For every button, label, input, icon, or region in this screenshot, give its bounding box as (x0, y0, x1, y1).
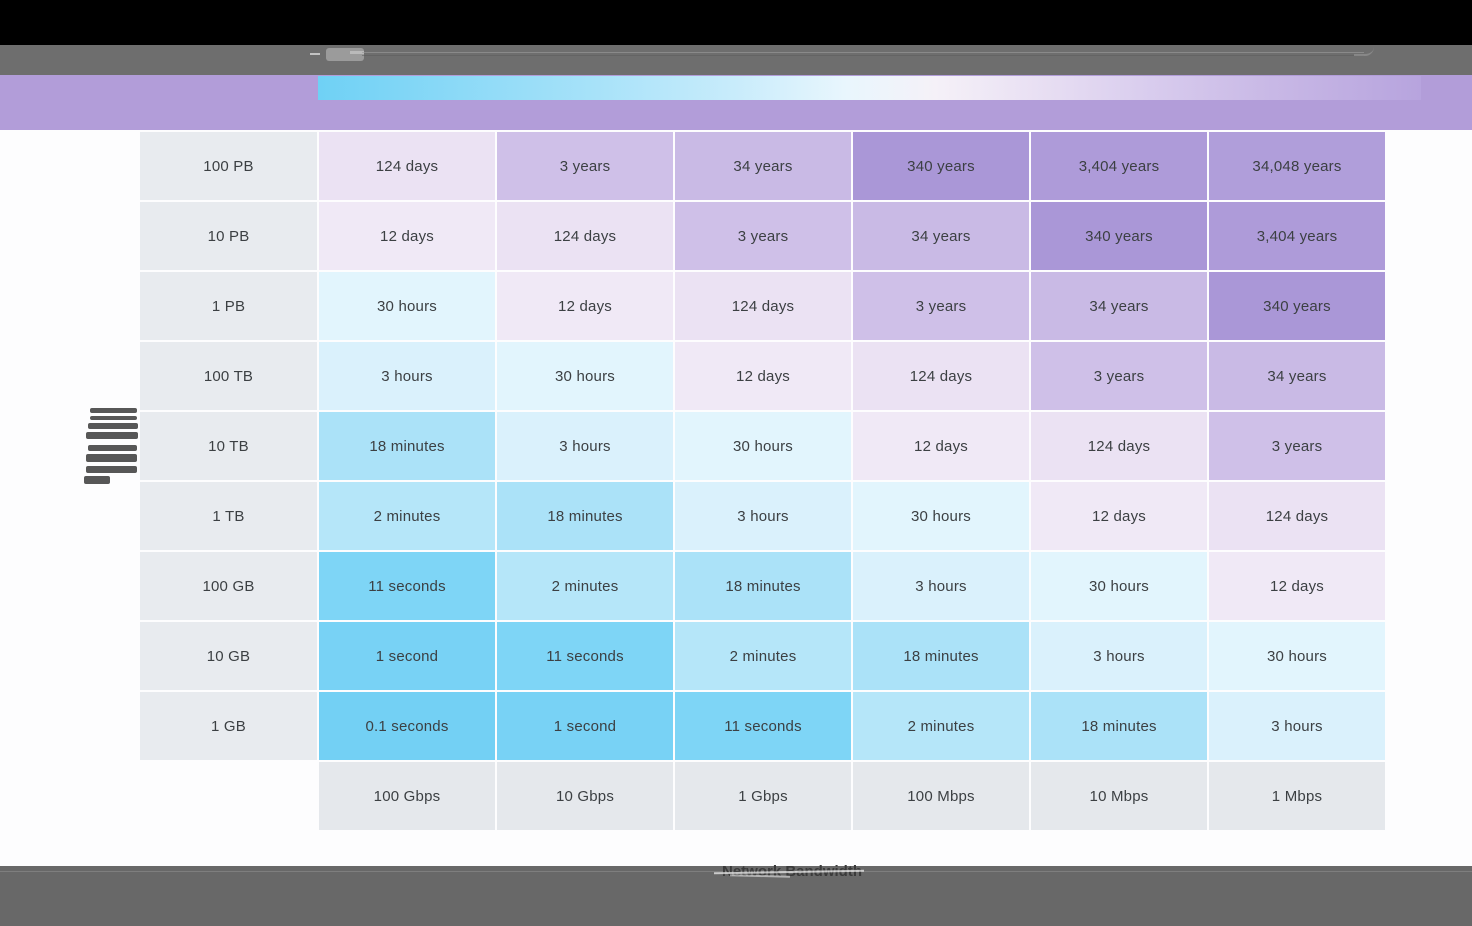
heatmap-cell: 18 minutes (675, 552, 851, 620)
heatmap-cell: 0.1 seconds (319, 692, 495, 760)
heatmap-cell: 12 days (853, 412, 1029, 480)
heatmap-cell: 2 minutes (497, 552, 673, 620)
heatmap-cell: 11 seconds (497, 622, 673, 690)
heatmap-cell: 34,048 years (1209, 132, 1385, 200)
heatmap-cell: 124 days (1031, 412, 1207, 480)
heatmap-cell: 18 minutes (853, 622, 1029, 690)
row-label-1-pb: 1 PB (140, 272, 317, 340)
header-purple-band (0, 75, 1472, 130)
row-label-10-tb: 10 TB (140, 412, 317, 480)
redacted-mark (84, 476, 110, 484)
heatmap-cell: 1 second (497, 692, 673, 760)
heatmap-cell: 12 days (497, 272, 673, 340)
row-label-1-tb: 1 TB (140, 482, 317, 550)
redacted-mark (326, 48, 364, 61)
column-label-100-mbps: 100 Mbps (853, 762, 1029, 830)
heatmap-cell: 3 hours (497, 412, 673, 480)
heatmap-cell: 30 hours (497, 342, 673, 410)
x-axis-label: Network Bandwidth (706, 862, 878, 882)
heatmap-cell: 34 years (853, 202, 1029, 270)
heatmap-cell: 124 days (1209, 482, 1385, 550)
redacted-y-axis-label (84, 406, 140, 488)
heatmap-cell: 12 days (675, 342, 851, 410)
column-label-10-mbps: 10 Mbps (1031, 762, 1207, 830)
heatmap-cell: 3 years (853, 272, 1029, 340)
heatmap-cell: 30 hours (1209, 622, 1385, 690)
heatmap-cell: 34 years (675, 132, 851, 200)
redacted-mark (350, 51, 364, 54)
heatmap-cell: 3 years (1031, 342, 1207, 410)
heatmap-cell: 340 years (853, 132, 1029, 200)
toolbar-rule-line-shadow (362, 55, 1364, 56)
heatmap-cell: 18 minutes (319, 412, 495, 480)
redacted-mark (310, 53, 320, 55)
redacted-mark (86, 432, 138, 439)
heatmap-cell: 12 days (1031, 482, 1207, 550)
corner-cell (140, 762, 317, 830)
heatmap-cell: 2 minutes (319, 482, 495, 550)
row-label-100-tb: 100 TB (140, 342, 317, 410)
row-label-10-gb: 10 GB (140, 622, 317, 690)
heatmap-cell: 3 hours (319, 342, 495, 410)
toolbar-rule-line (362, 52, 1364, 53)
redacted-mark (86, 466, 137, 473)
heatmap-cell: 30 hours (319, 272, 495, 340)
color-scale-gradient-strip (318, 76, 1421, 100)
row-label-10-pb: 10 PB (140, 202, 317, 270)
heatmap-cell: 3,404 years (1031, 132, 1207, 200)
column-label-1-gbps: 1 Gbps (675, 762, 851, 830)
bottom-bar: Network Bandwidth (0, 863, 1472, 926)
column-label-100-gbps: 100 Gbps (319, 762, 495, 830)
heatmap-cell: 30 hours (853, 482, 1029, 550)
redacted-mark (86, 454, 137, 462)
heatmap-cell: 30 hours (675, 412, 851, 480)
heatmap-cell: 11 seconds (675, 692, 851, 760)
heatmap-cell: 34 years (1031, 272, 1207, 340)
heatmap-cell: 2 minutes (675, 622, 851, 690)
heatmap-cell: 340 years (1031, 202, 1207, 270)
heatmap-cell: 340 years (1209, 272, 1385, 340)
heatmap-grid: 100 PB 124 days 3 years 34 years 340 years 3,… (140, 132, 1385, 830)
redacted-mark (90, 416, 137, 420)
heatmap-cell: 11 seconds (319, 552, 495, 620)
heatmap-cell: 3 years (675, 202, 851, 270)
redacted-mark (90, 408, 137, 413)
column-label-1-mbps: 1 Mbps (1209, 762, 1385, 830)
heatmap-cell: 3,404 years (1209, 202, 1385, 270)
redacted-mark (88, 445, 137, 451)
row-label-1-gb: 1 GB (140, 692, 317, 760)
heatmap-cell: 12 days (319, 202, 495, 270)
top-black-bar (0, 0, 1472, 45)
redacted-mark (88, 423, 138, 429)
redacted-toolbar-text (310, 46, 372, 64)
heatmap-cell: 124 days (853, 342, 1029, 410)
heatmap-cell: 18 minutes (497, 482, 673, 550)
heatmap-cell: 30 hours (1031, 552, 1207, 620)
heatmap-cell: 3 years (497, 132, 673, 200)
column-label-10-gbps: 10 Gbps (497, 762, 673, 830)
heatmap-cell: 1 second (319, 622, 495, 690)
heatmap-cell: 12 days (1209, 552, 1385, 620)
toolbar-bar (0, 45, 1472, 75)
heatmap-cell: 124 days (675, 272, 851, 340)
heatmap-cell: 18 minutes (1031, 692, 1207, 760)
heatmap-cell: 3 hours (675, 482, 851, 550)
toolbar-line-end-hook (1354, 47, 1374, 56)
heatmap-cell: 3 hours (1031, 622, 1207, 690)
heatmap-cell: 124 days (319, 132, 495, 200)
heatmap-cell: 3 hours (1209, 692, 1385, 760)
heatmap-cell: 3 hours (853, 552, 1029, 620)
row-label-100-pb: 100 PB (140, 132, 317, 200)
heatmap-cell: 124 days (497, 202, 673, 270)
heatmap-cell: 3 years (1209, 412, 1385, 480)
heatmap-cell: 34 years (1209, 342, 1385, 410)
row-label-100-gb: 100 GB (140, 552, 317, 620)
heatmap-cell: 2 minutes (853, 692, 1029, 760)
